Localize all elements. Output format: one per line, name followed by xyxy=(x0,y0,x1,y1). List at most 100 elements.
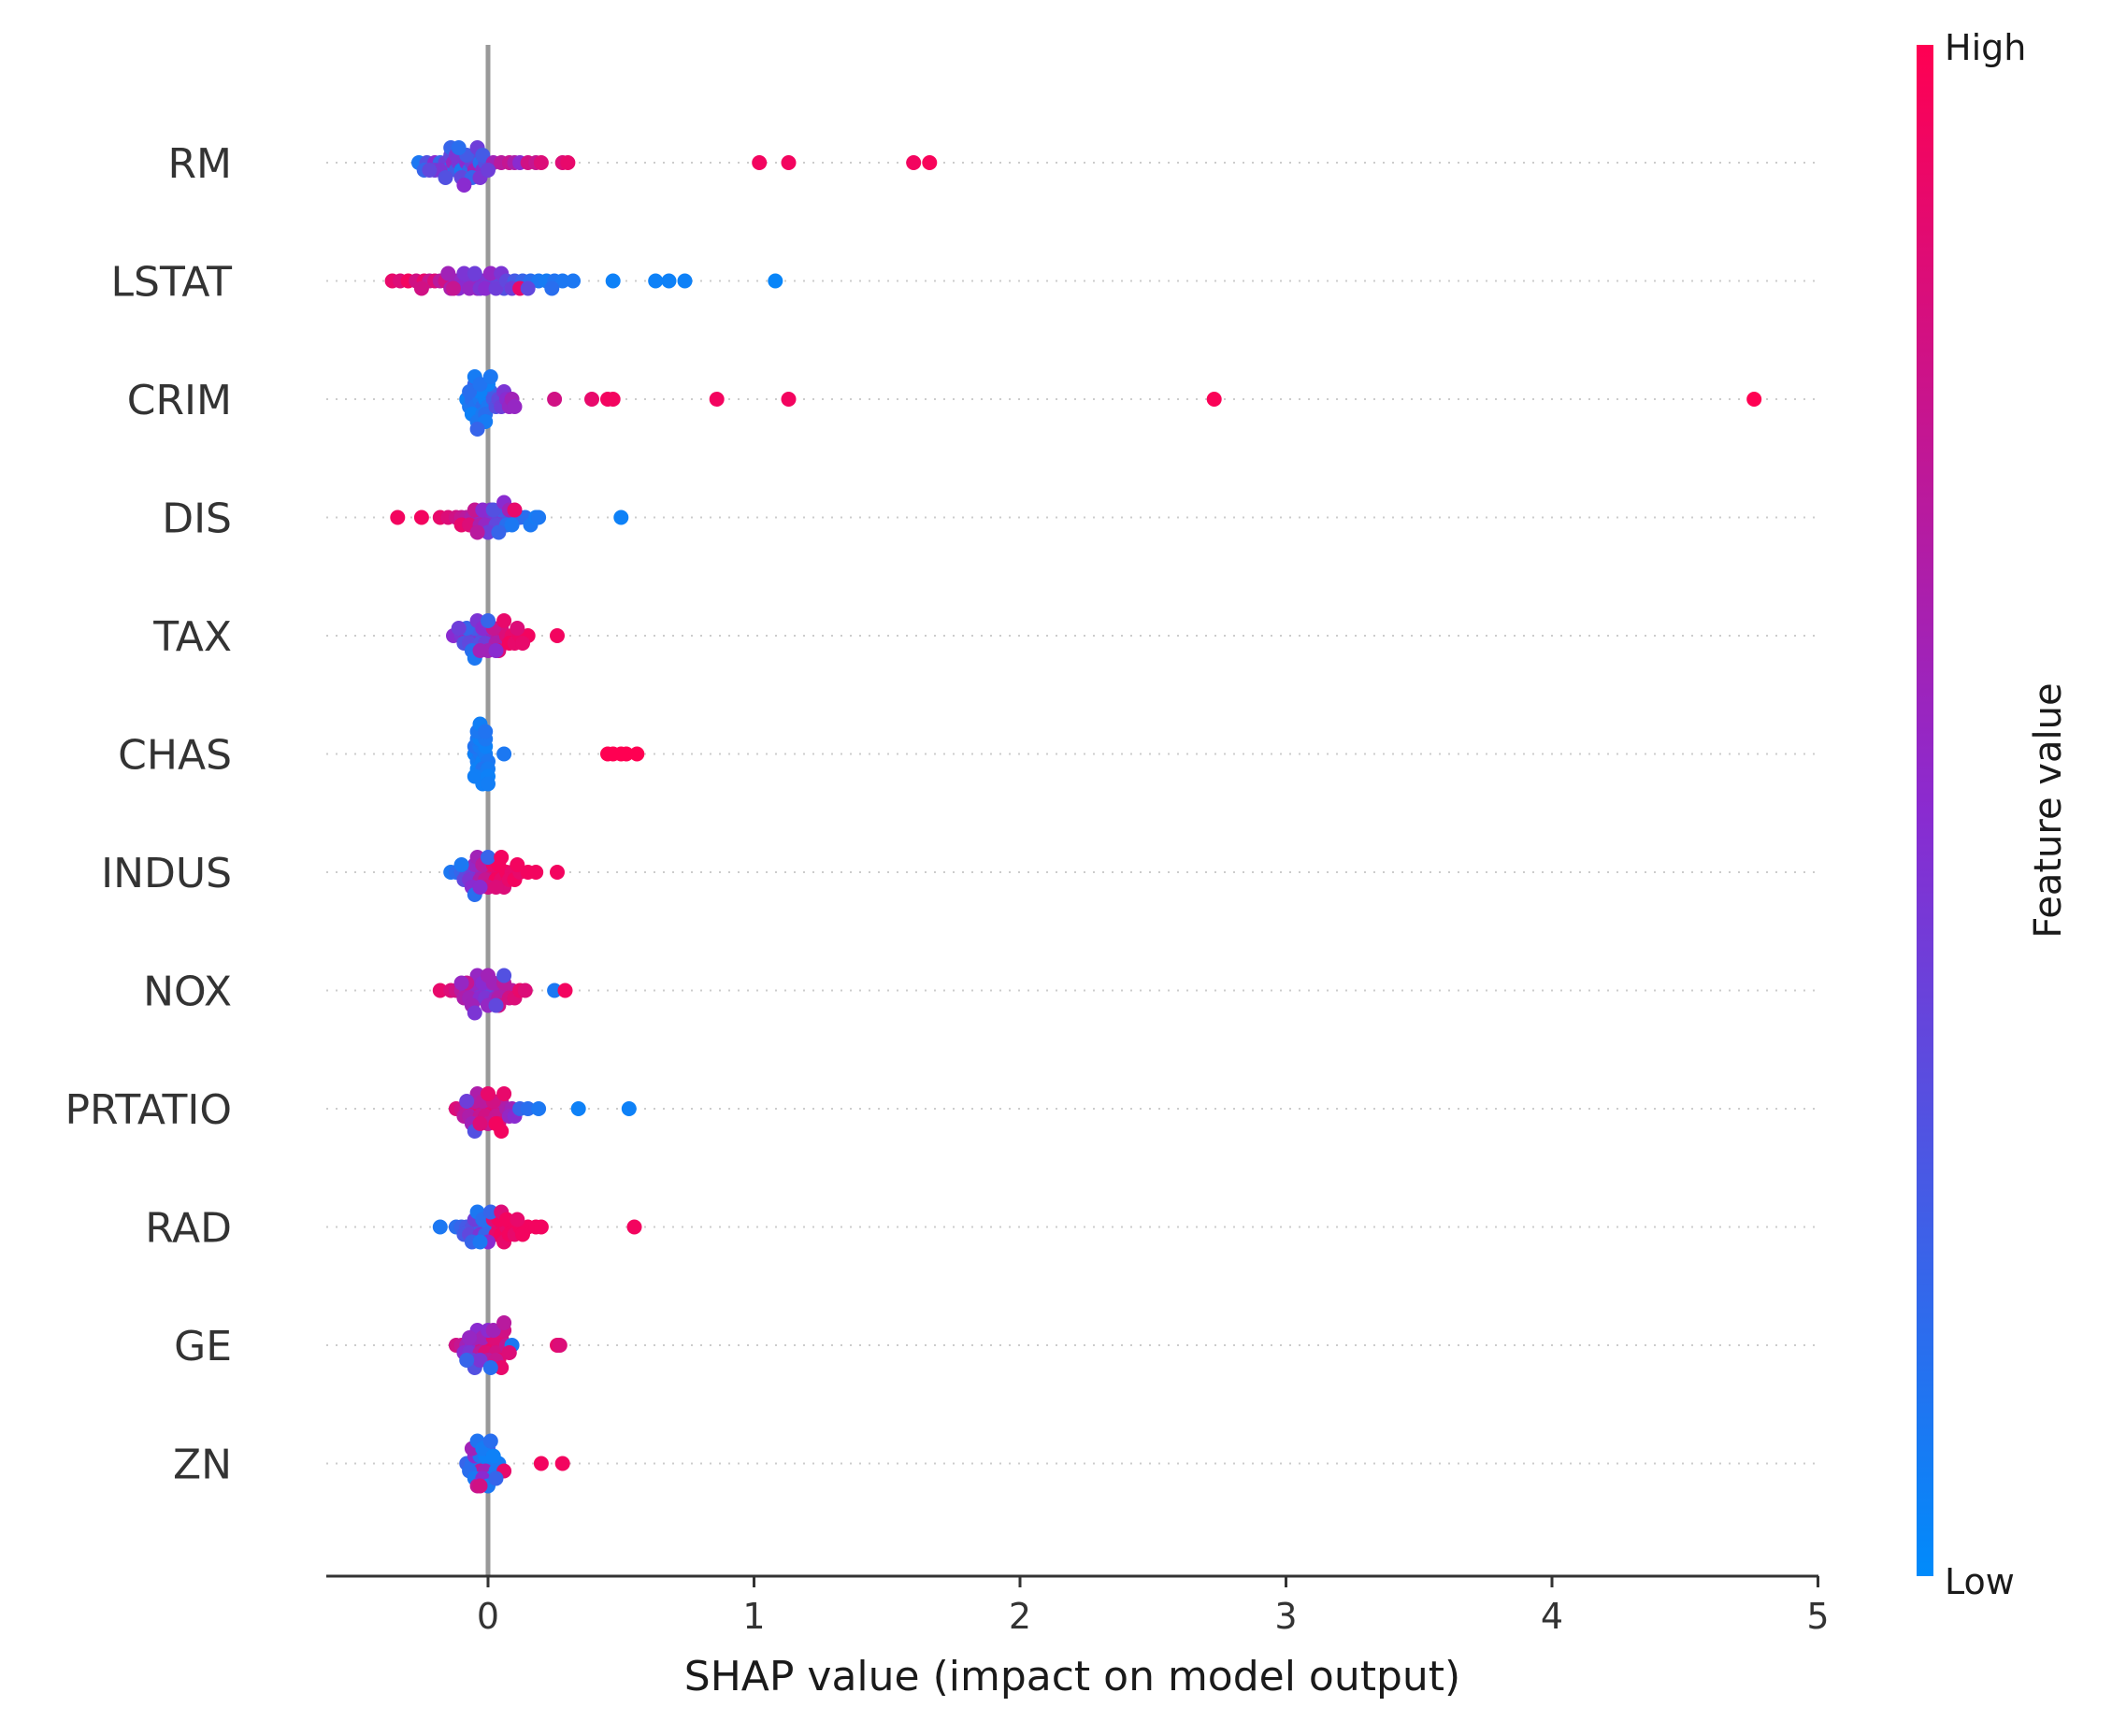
point-crim xyxy=(462,384,478,399)
feature-label-zn: ZN xyxy=(173,1442,232,1489)
feature-label-indus: INDUS xyxy=(101,850,232,897)
x-tick-label: 4 xyxy=(1541,1596,1563,1637)
point-rm xyxy=(422,163,438,178)
point-dis xyxy=(481,524,496,540)
point-rm xyxy=(475,148,491,163)
point-prtatio xyxy=(570,1101,586,1116)
point-nox xyxy=(557,983,573,998)
point-chas xyxy=(618,746,634,762)
point-tax xyxy=(472,643,488,658)
point-rad xyxy=(626,1219,642,1235)
point-rm xyxy=(456,178,472,193)
point-lstat xyxy=(467,265,482,281)
colorbar-high-label: High xyxy=(1945,27,2026,68)
point-dis xyxy=(413,509,429,525)
point-lstat xyxy=(478,280,494,296)
point-dis xyxy=(507,502,523,518)
point-crim xyxy=(547,392,563,407)
colorbar: High Low Feature value xyxy=(1917,27,2070,1602)
point-prtatio xyxy=(459,1094,475,1109)
points-layer xyxy=(384,140,1762,1494)
point-lstat xyxy=(677,273,693,289)
point-lstat xyxy=(605,273,621,289)
point-crim xyxy=(469,422,485,437)
point-crim xyxy=(709,392,725,407)
point-crim xyxy=(472,377,488,392)
point-rad xyxy=(510,1212,525,1227)
point-rm xyxy=(906,155,922,170)
feature-label-rm: RM xyxy=(167,140,232,188)
point-zn xyxy=(554,1456,570,1471)
point-indus xyxy=(528,865,544,880)
point-lstat xyxy=(544,280,560,296)
point-indus xyxy=(472,880,488,895)
point-rad xyxy=(482,1204,498,1220)
point-indus xyxy=(481,850,496,865)
point-crim xyxy=(1746,392,1762,407)
point-dis xyxy=(491,524,507,540)
point-indus xyxy=(453,857,469,872)
point-lstat xyxy=(413,280,429,296)
point-nox xyxy=(547,983,563,998)
point-tax xyxy=(451,621,467,636)
point-rad xyxy=(498,1212,514,1227)
point-lstat xyxy=(440,265,456,281)
point-lstat xyxy=(456,265,472,281)
feature-label-rad: RAD xyxy=(145,1205,232,1253)
colorbar-gradient xyxy=(1917,45,1933,1576)
point-prtatio xyxy=(496,1086,512,1101)
point-prtatio xyxy=(520,1101,536,1116)
feature-label-crim: CRIM xyxy=(127,377,232,424)
point-rm xyxy=(438,170,453,185)
point-dis xyxy=(531,509,547,525)
point-nox xyxy=(453,975,469,991)
feature-label-chas: CHAS xyxy=(118,732,232,780)
point-ge xyxy=(482,1360,498,1375)
point-nox xyxy=(432,983,448,998)
point-chas xyxy=(481,776,496,792)
point-ge xyxy=(472,1353,488,1368)
point-indus xyxy=(510,857,525,872)
point-dis xyxy=(485,502,501,518)
point-lstat xyxy=(768,273,783,289)
x-tick-label: 2 xyxy=(1009,1596,1031,1637)
point-rad xyxy=(472,1234,488,1250)
point-dis xyxy=(504,517,520,533)
point-rad xyxy=(515,1227,530,1242)
point-tax xyxy=(481,613,496,628)
feature-label-ge: GE xyxy=(174,1323,232,1370)
point-ge xyxy=(552,1338,568,1353)
point-crim xyxy=(605,392,621,407)
point-prtatio xyxy=(481,1086,496,1101)
point-rm xyxy=(781,155,797,170)
point-dis xyxy=(475,502,491,518)
point-chas xyxy=(478,724,494,739)
point-rm xyxy=(481,163,496,178)
point-nox xyxy=(488,997,504,1013)
point-tax xyxy=(496,613,512,628)
point-crim xyxy=(781,392,797,407)
point-chas xyxy=(629,746,645,762)
point-prtatio xyxy=(472,1116,488,1131)
x-tick-label: 3 xyxy=(1274,1596,1297,1637)
point-rm xyxy=(560,155,576,170)
point-zn xyxy=(533,1456,549,1471)
point-zn xyxy=(488,1471,504,1486)
point-lstat xyxy=(488,280,504,296)
colorbar-low-label: Low xyxy=(1945,1561,2015,1602)
x-axis-label: SHAP value (impact on model output) xyxy=(684,1653,1460,1700)
point-nox xyxy=(496,968,512,983)
point-crim xyxy=(1206,392,1222,407)
point-ge xyxy=(485,1323,501,1338)
point-nox xyxy=(467,1005,482,1021)
point-rm xyxy=(922,155,938,170)
point-lstat xyxy=(648,273,664,289)
point-dis xyxy=(469,524,485,540)
point-tax xyxy=(488,643,504,658)
feature-label-dis: DIS xyxy=(162,495,232,543)
point-prtatio xyxy=(621,1101,637,1116)
point-rm xyxy=(451,140,467,155)
point-lstat xyxy=(661,273,677,289)
point-indus xyxy=(494,850,510,865)
point-lstat xyxy=(554,273,570,289)
